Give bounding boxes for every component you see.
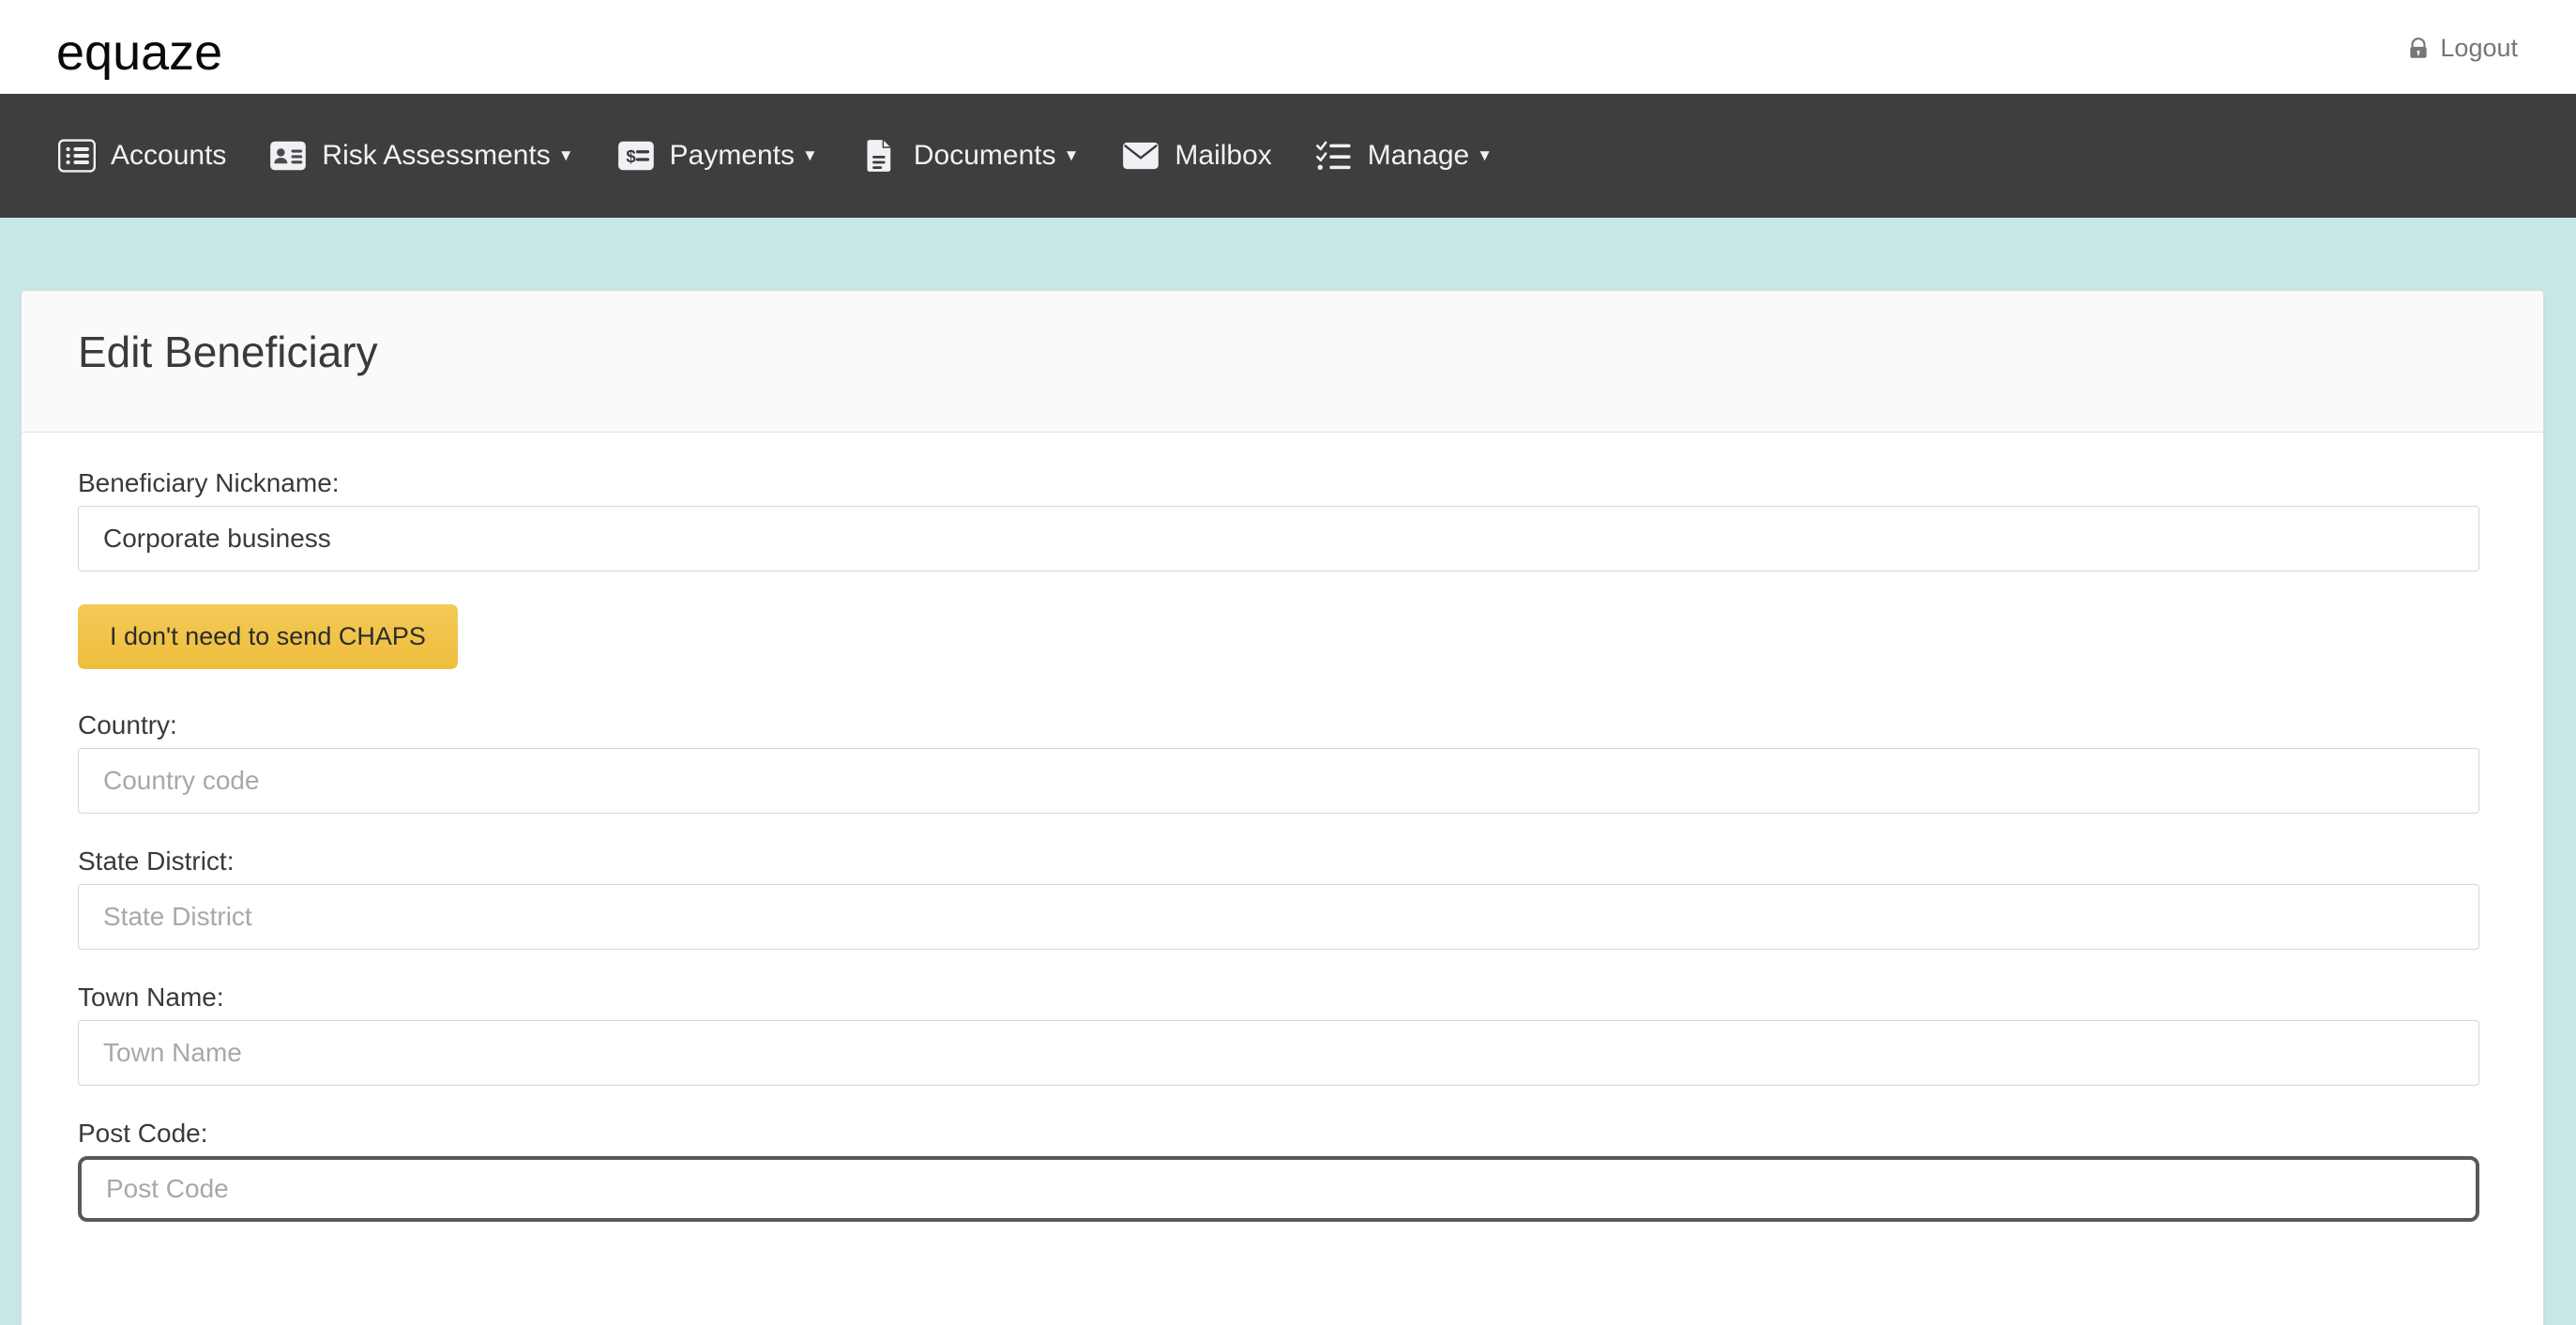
svg-text:$: $ <box>626 146 636 166</box>
